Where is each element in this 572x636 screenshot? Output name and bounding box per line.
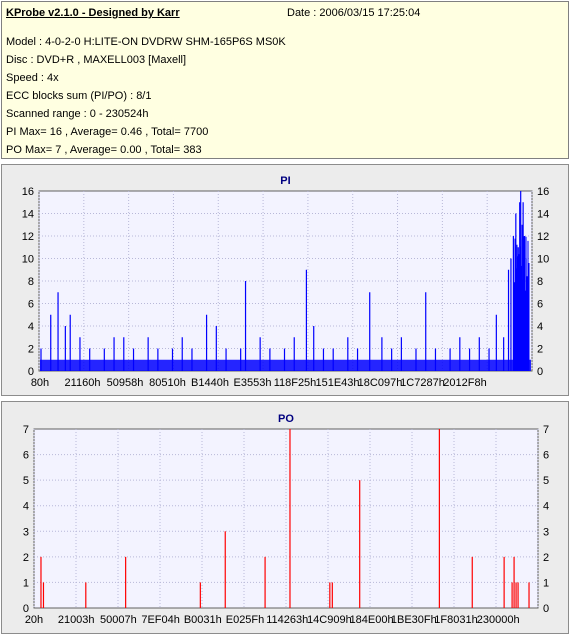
pi-chart-panel: PI 0 0 2 2 4 4 6 6 8 8 10 10 12 12 14 14 16 16 80h 21160h 509… [1,164,569,396]
po-ytick-right: 0 [543,603,549,615]
pi-ytick-left: 0 [28,366,34,378]
po-xtick: 114263h [266,614,308,626]
po-ytick-left: 7 [23,424,29,436]
pi-xtick: 151E43h [315,377,359,389]
po-ytick-left: 1 [23,577,29,589]
pi-ytick-right: 4 [537,321,543,333]
po-ytick-right: 3 [543,526,549,538]
disc-line: Disc : DVD+R , MAXELL003 [Maxell] [6,54,187,66]
pi-xtick: 118F25h [274,377,317,389]
info-panel: KProbe v2.1.0 - Designed by Karr Date : … [1,1,569,159]
po-ytick-right: 2 [543,552,549,564]
po-chart: PO 0 0 1 1 2 2 3 3 4 4 5 5 6 6 7 7 20h 21003h 50007h 7EF04h B… [23,413,549,626]
pi-ytick-left: 2 [28,344,34,356]
pi-ytick-right: 0 [537,366,543,378]
pi-chart: PI 0 0 2 2 4 4 6 6 8 8 10 10 12 12 14 14 16 16 80h 21160h 509… [22,175,550,389]
pi-ytick-right: 6 [537,299,543,311]
pi-xtick: 2012F8h [443,377,486,389]
po-ytick-left: 0 [23,603,29,615]
po-xtick: E025Fh [226,614,265,626]
pi-xtick: 80h [31,377,49,389]
pi-baseline-fill [40,359,531,371]
range-line: Scanned range : 0 - 230524h [6,108,149,120]
model-line: Model : 4-0-2-0 H:LITE-ON DVDRW SHM-165P… [6,36,286,48]
po-chart-title: PO [278,413,294,425]
app-title: KProbe v2.1.0 - Designed by Karr [6,7,180,19]
pi-ytick-right: 12 [537,231,549,243]
speed-line: Speed : 4x [6,72,59,84]
po-ytick-left: 5 [23,475,29,487]
pi-xtick: 50958h [107,377,144,389]
po-ytick-left: 2 [23,552,29,564]
po-ytick-right: 1 [543,577,549,589]
po-xtick: 21003h [58,614,95,626]
po-ytick-left: 6 [23,450,29,462]
pi-xtick: 21160h [65,377,101,389]
pi-xtick: B1440h [191,377,229,389]
po-xtick: 14C909h [307,614,352,626]
scan-date: Date : 2006/03/15 17:25:04 [287,7,421,19]
po-ytick-left: 3 [23,526,29,538]
po-xtick: 50007h [100,614,137,626]
po-xtick: 7EF04h [141,614,180,626]
po-xtick: 230000h [477,614,520,626]
po-xtick: 1F8031h [434,614,477,626]
pi-chart-title: PI [280,175,290,187]
po-ytick-right: 4 [543,501,549,513]
po-ytick-right: 5 [543,475,549,487]
po-xtick: 184E00h [350,614,394,626]
pi-summary-line: PI Max= 16 , Average= 0.46 , Total= 7700 [6,126,209,138]
pi-xtick: E3553h [234,377,272,389]
pi-ytick-right: 2 [537,344,543,356]
po-ytick-left: 4 [23,501,29,513]
po-xtick: 1BE30Fh [391,614,437,626]
pi-ytick-left: 14 [22,209,34,221]
pi-ytick-left: 10 [22,254,34,266]
pi-ytick-right: 16 [537,186,549,198]
po-xtick: 20h [25,614,43,626]
pi-ytick-left: 8 [28,276,34,288]
pi-xtick: 80510h [149,377,186,389]
pi-ytick-left: 6 [28,299,34,311]
po-plot-area [33,428,539,609]
pi-xtick: 1C7287h [400,377,445,389]
po-xtick: B0031h [184,614,222,626]
pi-ytick-left: 4 [28,321,34,333]
po-ytick-right: 6 [543,450,549,462]
pi-ytick-left: 16 [22,186,34,198]
pi-ytick-right: 8 [537,276,543,288]
pi-xtick: 18C097h [358,377,403,389]
po-ytick-right: 7 [543,424,549,436]
pi-ytick-right: 14 [537,209,549,221]
po-summary-line: PO Max= 7 , Average= 0.00 , Total= 383 [6,144,202,156]
po-chart-panel: PO 0 0 1 1 2 2 3 3 4 4 5 5 6 6 7 7 20h 21003h 50007h 7EF04h B… [1,401,569,634]
ecc-line: ECC blocks sum (PI/PO) : 8/1 [6,90,152,102]
pi-ytick-right: 10 [537,254,549,266]
pi-ytick-left: 12 [22,231,34,243]
